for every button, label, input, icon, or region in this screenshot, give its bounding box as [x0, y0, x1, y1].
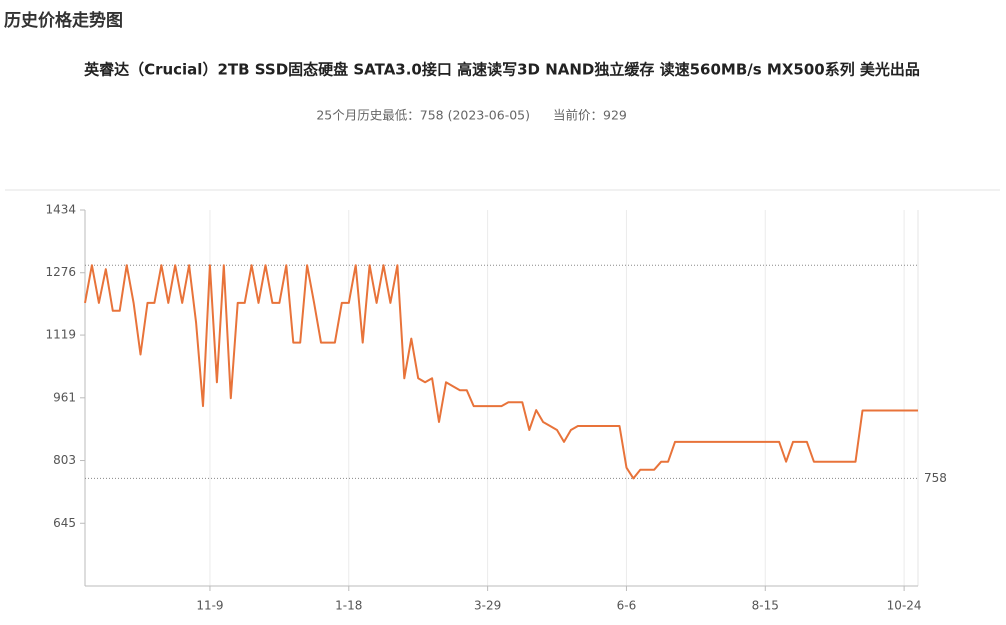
y-tick-label: 1434 [45, 203, 76, 217]
product-title: 英睿达（Crucial）2TB SSD固态硬盘 SATA3.0接口 高速读写3D… [84, 61, 920, 79]
price-line [84, 264, 918, 480]
page-header: 历史价格走势图 [4, 10, 123, 31]
x-tick-label: 1-18 [335, 599, 362, 613]
lowest-price: 25个月历史最低：758 (2023-06-05) [316, 108, 530, 123]
x-tick-label: 11-9 [196, 599, 223, 613]
y-tick-label: 803 [53, 453, 76, 467]
x-tick-label: 6-6 [617, 599, 637, 613]
x-tick-label: 8-15 [752, 599, 779, 613]
y-tick-label: 645 [53, 516, 76, 530]
y-tick-label: 961 [53, 390, 76, 404]
x-tick-label: 10-24 [887, 599, 922, 613]
min-line-label: 758 [924, 471, 947, 485]
x-tick-label: 3-29 [474, 599, 501, 613]
y-tick-label: 1119 [45, 328, 76, 342]
y-tick-label: 1276 [45, 265, 76, 279]
current-price: 当前价：929 [553, 108, 627, 123]
